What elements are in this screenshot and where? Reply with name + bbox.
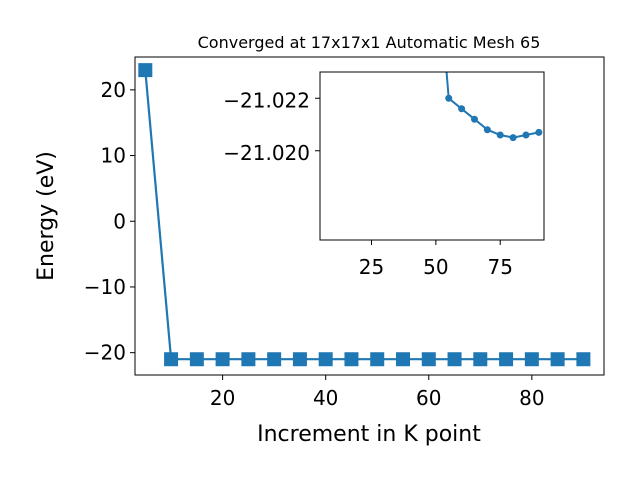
main-data-point bbox=[473, 352, 488, 367]
main-data-point bbox=[576, 352, 591, 367]
inset-background bbox=[320, 72, 544, 240]
inset-axes-frame bbox=[319, 71, 545, 241]
main-data-point bbox=[215, 352, 230, 367]
main-chart: Converged at 17x17x1 Automatic Mesh 65 2… bbox=[34, 33, 605, 447]
y-tick-label: −20 bbox=[84, 341, 126, 365]
y-tick-label: 10 bbox=[101, 144, 126, 168]
x-tick-label: 20 bbox=[210, 386, 235, 410]
inset-x-tick-label: 75 bbox=[488, 255, 513, 279]
main-plot-area bbox=[138, 63, 591, 367]
main-data-point bbox=[318, 352, 333, 367]
x-tick-label: 40 bbox=[313, 386, 338, 410]
y-tick-label: −10 bbox=[84, 275, 126, 299]
inset-data-point bbox=[470, 115, 478, 123]
main-data-point bbox=[421, 352, 436, 367]
main-x-axis: 20 40 60 80 bbox=[210, 375, 545, 410]
main-data-point bbox=[138, 63, 153, 78]
inset-y-axis: −21.022 −21.020 bbox=[223, 88, 320, 165]
chart-title: Converged at 17x17x1 Automatic Mesh 65 bbox=[198, 33, 541, 52]
main-data-point bbox=[292, 352, 307, 367]
inset-data-point bbox=[496, 131, 504, 139]
main-data-point bbox=[447, 352, 462, 367]
inset-data-point bbox=[535, 128, 543, 136]
x-tick-label: 80 bbox=[519, 386, 544, 410]
main-data-point bbox=[164, 352, 179, 367]
inset-data-point bbox=[509, 134, 517, 142]
inset-data-point bbox=[458, 105, 466, 113]
inset-x-tick-label: 25 bbox=[359, 255, 384, 279]
main-data-point bbox=[189, 352, 204, 367]
inset-plot-area bbox=[445, 72, 543, 142]
inset-data-point bbox=[445, 94, 453, 102]
main-data-point bbox=[344, 352, 359, 367]
inset-data-point bbox=[522, 131, 530, 139]
main-data-point bbox=[550, 352, 565, 367]
x-axis-label: Increment in K point bbox=[257, 422, 481, 447]
y-tick-label: 0 bbox=[113, 209, 126, 233]
main-data-point bbox=[370, 352, 385, 367]
inset-y-tick-label: −21.022 bbox=[223, 88, 310, 112]
y-axis-label: Energy (eV) bbox=[34, 151, 59, 281]
main-data-point bbox=[524, 352, 539, 367]
main-y-axis: 20 10 0 −10 −20 bbox=[84, 78, 135, 365]
main-data-point bbox=[499, 352, 514, 367]
main-axes-frame bbox=[134, 56, 605, 376]
inset-y-tick-label: −21.020 bbox=[223, 141, 310, 165]
inset-x-tick-label: 50 bbox=[423, 255, 448, 279]
inset-data-point bbox=[483, 126, 491, 134]
main-data-point bbox=[267, 352, 282, 367]
y-tick-label: 20 bbox=[101, 78, 126, 102]
x-tick-label: 60 bbox=[416, 386, 441, 410]
inset-x-axis: 25 50 75 bbox=[359, 240, 513, 279]
inset-chart: 25 50 75 −21.022 −21.020 bbox=[223, 71, 545, 279]
main-data-point bbox=[241, 352, 256, 367]
main-data-point bbox=[396, 352, 410, 367]
